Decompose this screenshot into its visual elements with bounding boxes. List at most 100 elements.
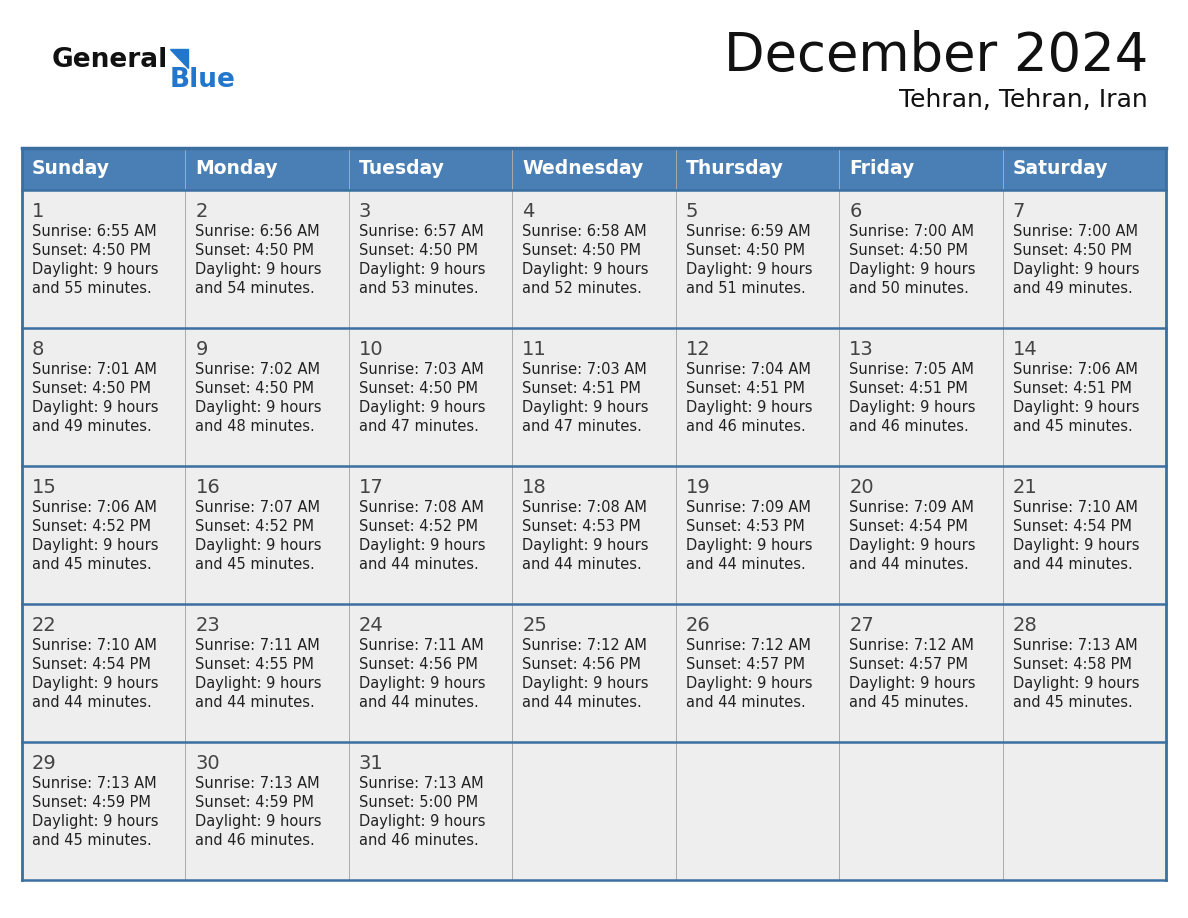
Text: Daylight: 9 hours: Daylight: 9 hours (196, 814, 322, 829)
Text: Sunset: 4:51 PM: Sunset: 4:51 PM (849, 381, 968, 396)
Text: and 46 minutes.: and 46 minutes. (685, 419, 805, 434)
Text: Daylight: 9 hours: Daylight: 9 hours (359, 400, 486, 415)
Text: Daylight: 9 hours: Daylight: 9 hours (1012, 262, 1139, 277)
Text: 17: 17 (359, 478, 384, 497)
Bar (512, 466, 676, 604)
Text: and 48 minutes.: and 48 minutes. (196, 419, 315, 434)
Bar (512, 742, 676, 880)
Text: Sunrise: 7:01 AM: Sunrise: 7:01 AM (32, 362, 157, 377)
Text: Sunset: 4:56 PM: Sunset: 4:56 PM (359, 657, 478, 672)
Bar (23, 148, 185, 190)
Text: Sunrise: 7:10 AM: Sunrise: 7:10 AM (1012, 500, 1137, 515)
Bar (1003, 466, 1165, 604)
Text: Sunset: 4:57 PM: Sunset: 4:57 PM (685, 657, 804, 672)
Text: Sunset: 4:57 PM: Sunset: 4:57 PM (849, 657, 968, 672)
Text: Daylight: 9 hours: Daylight: 9 hours (196, 538, 322, 553)
Text: Sunrise: 7:11 AM: Sunrise: 7:11 AM (359, 638, 484, 653)
Bar (349, 604, 512, 742)
Text: 13: 13 (849, 340, 874, 359)
Bar (512, 328, 676, 466)
Text: 14: 14 (1012, 340, 1037, 359)
Text: 7: 7 (1012, 202, 1025, 221)
Text: and 44 minutes.: and 44 minutes. (523, 557, 642, 572)
Text: Sunset: 4:55 PM: Sunset: 4:55 PM (196, 657, 315, 672)
Text: Sunset: 4:50 PM: Sunset: 4:50 PM (685, 243, 804, 258)
Text: and 49 minutes.: and 49 minutes. (32, 419, 152, 434)
Text: Sunrise: 7:10 AM: Sunrise: 7:10 AM (32, 638, 157, 653)
Text: 4: 4 (523, 202, 535, 221)
Text: Daylight: 9 hours: Daylight: 9 hours (685, 262, 813, 277)
Text: Sunset: 4:54 PM: Sunset: 4:54 PM (32, 657, 151, 672)
Text: 3: 3 (359, 202, 371, 221)
Text: Sunrise: 6:58 AM: Sunrise: 6:58 AM (523, 224, 647, 239)
Text: Friday: Friday (849, 160, 915, 178)
Text: Sunset: 4:53 PM: Sunset: 4:53 PM (685, 519, 804, 534)
Text: and 46 minutes.: and 46 minutes. (849, 419, 969, 434)
Text: Sunrise: 7:04 AM: Sunrise: 7:04 AM (685, 362, 810, 377)
Text: Sunrise: 7:06 AM: Sunrise: 7:06 AM (1012, 362, 1137, 377)
Text: Sunrise: 7:12 AM: Sunrise: 7:12 AM (523, 638, 647, 653)
Text: 23: 23 (196, 616, 220, 635)
Text: Sunset: 4:54 PM: Sunset: 4:54 PM (849, 519, 968, 534)
Text: Tehran, Tehran, Iran: Tehran, Tehran, Iran (899, 88, 1148, 112)
Text: Daylight: 9 hours: Daylight: 9 hours (32, 814, 158, 829)
Text: 18: 18 (523, 478, 546, 497)
Text: Daylight: 9 hours: Daylight: 9 hours (359, 814, 486, 829)
Bar (349, 742, 512, 880)
Bar (839, 742, 1003, 880)
Text: 15: 15 (32, 478, 57, 497)
Text: Sunrise: 7:03 AM: Sunrise: 7:03 AM (359, 362, 484, 377)
Text: Sunset: 4:50 PM: Sunset: 4:50 PM (32, 243, 151, 258)
Bar (676, 328, 839, 466)
Text: Sunrise: 6:57 AM: Sunrise: 6:57 AM (359, 224, 484, 239)
Text: and 53 minutes.: and 53 minutes. (359, 281, 479, 296)
Text: Sunrise: 7:06 AM: Sunrise: 7:06 AM (32, 500, 157, 515)
Bar (185, 190, 349, 328)
Text: December 2024: December 2024 (723, 30, 1148, 82)
Text: General: General (52, 47, 169, 73)
Bar (23, 466, 185, 604)
Text: Sunset: 4:50 PM: Sunset: 4:50 PM (196, 243, 315, 258)
Bar (512, 604, 676, 742)
Text: and 44 minutes.: and 44 minutes. (196, 695, 315, 710)
Text: 25: 25 (523, 616, 548, 635)
Text: and 50 minutes.: and 50 minutes. (849, 281, 969, 296)
Text: Sunrise: 7:13 AM: Sunrise: 7:13 AM (359, 776, 484, 791)
Text: 16: 16 (196, 478, 220, 497)
Text: Daylight: 9 hours: Daylight: 9 hours (359, 538, 486, 553)
Text: Sunrise: 7:09 AM: Sunrise: 7:09 AM (849, 500, 974, 515)
Text: and 44 minutes.: and 44 minutes. (359, 695, 479, 710)
Text: Sunrise: 7:07 AM: Sunrise: 7:07 AM (196, 500, 321, 515)
Text: 12: 12 (685, 340, 710, 359)
Text: Sunrise: 7:13 AM: Sunrise: 7:13 AM (1012, 638, 1137, 653)
Text: Sunset: 4:52 PM: Sunset: 4:52 PM (359, 519, 478, 534)
Text: and 45 minutes.: and 45 minutes. (849, 695, 969, 710)
Bar (23, 604, 185, 742)
Text: and 44 minutes.: and 44 minutes. (685, 695, 805, 710)
Text: Sunrise: 7:09 AM: Sunrise: 7:09 AM (685, 500, 810, 515)
Text: 28: 28 (1012, 616, 1037, 635)
Text: Sunday: Sunday (32, 160, 110, 178)
Text: 8: 8 (32, 340, 44, 359)
Text: Daylight: 9 hours: Daylight: 9 hours (523, 676, 649, 691)
Text: Daylight: 9 hours: Daylight: 9 hours (523, 538, 649, 553)
Bar (23, 328, 185, 466)
Text: and 47 minutes.: and 47 minutes. (523, 419, 643, 434)
Bar (1003, 742, 1165, 880)
Bar (349, 190, 512, 328)
Text: Sunset: 4:50 PM: Sunset: 4:50 PM (523, 243, 642, 258)
Text: Daylight: 9 hours: Daylight: 9 hours (1012, 538, 1139, 553)
Text: Daylight: 9 hours: Daylight: 9 hours (359, 262, 486, 277)
Bar (676, 148, 839, 190)
Text: Daylight: 9 hours: Daylight: 9 hours (849, 400, 975, 415)
Text: 2: 2 (196, 202, 208, 221)
Text: Daylight: 9 hours: Daylight: 9 hours (1012, 676, 1139, 691)
Text: 1: 1 (32, 202, 44, 221)
Text: Sunset: 4:59 PM: Sunset: 4:59 PM (196, 795, 315, 810)
Text: Sunset: 4:50 PM: Sunset: 4:50 PM (32, 381, 151, 396)
Text: and 46 minutes.: and 46 minutes. (359, 833, 479, 848)
Text: Sunrise: 7:03 AM: Sunrise: 7:03 AM (523, 362, 647, 377)
Bar (512, 190, 676, 328)
Bar (185, 604, 349, 742)
Text: and 45 minutes.: and 45 minutes. (1012, 419, 1132, 434)
